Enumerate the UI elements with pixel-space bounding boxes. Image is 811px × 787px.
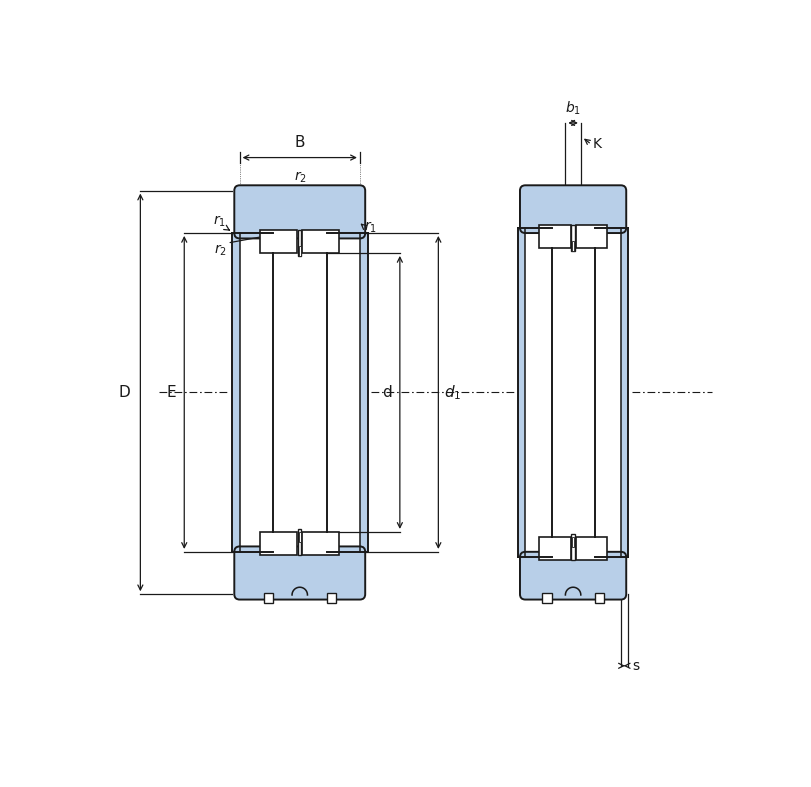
Bar xyxy=(260,230,298,253)
Text: $r_2$: $r_2$ xyxy=(214,242,227,257)
Bar xyxy=(298,230,302,256)
Bar xyxy=(572,224,575,251)
Bar xyxy=(539,538,571,560)
Text: $d_1$: $d_1$ xyxy=(444,383,461,402)
Text: d: d xyxy=(383,385,393,400)
Bar xyxy=(260,532,298,555)
Text: D: D xyxy=(118,385,131,400)
Bar xyxy=(572,538,574,547)
Bar xyxy=(303,230,339,253)
Bar xyxy=(576,538,607,560)
Text: B: B xyxy=(294,135,305,150)
Text: $r_1$: $r_1$ xyxy=(212,214,225,229)
FancyBboxPatch shape xyxy=(234,546,365,600)
Bar xyxy=(264,593,272,604)
Bar xyxy=(572,241,574,251)
Bar xyxy=(594,593,604,604)
Bar xyxy=(543,593,551,604)
Bar xyxy=(298,529,302,555)
Bar xyxy=(621,227,628,557)
Text: s: s xyxy=(633,659,640,673)
Bar xyxy=(539,224,571,248)
Bar xyxy=(327,593,336,604)
Bar xyxy=(298,532,301,541)
Bar xyxy=(232,233,240,552)
Text: $b_1$: $b_1$ xyxy=(565,99,581,116)
Bar xyxy=(518,227,526,557)
Bar xyxy=(303,532,339,555)
Text: $r_2$: $r_2$ xyxy=(294,169,307,184)
FancyBboxPatch shape xyxy=(520,185,626,233)
Bar xyxy=(360,233,367,552)
FancyBboxPatch shape xyxy=(520,552,626,600)
Bar xyxy=(576,224,607,248)
Text: K: K xyxy=(592,138,601,151)
Bar xyxy=(298,246,301,256)
Text: $r_1$: $r_1$ xyxy=(364,220,377,235)
Bar xyxy=(572,534,575,560)
FancyBboxPatch shape xyxy=(234,185,365,238)
Text: E: E xyxy=(167,385,177,400)
